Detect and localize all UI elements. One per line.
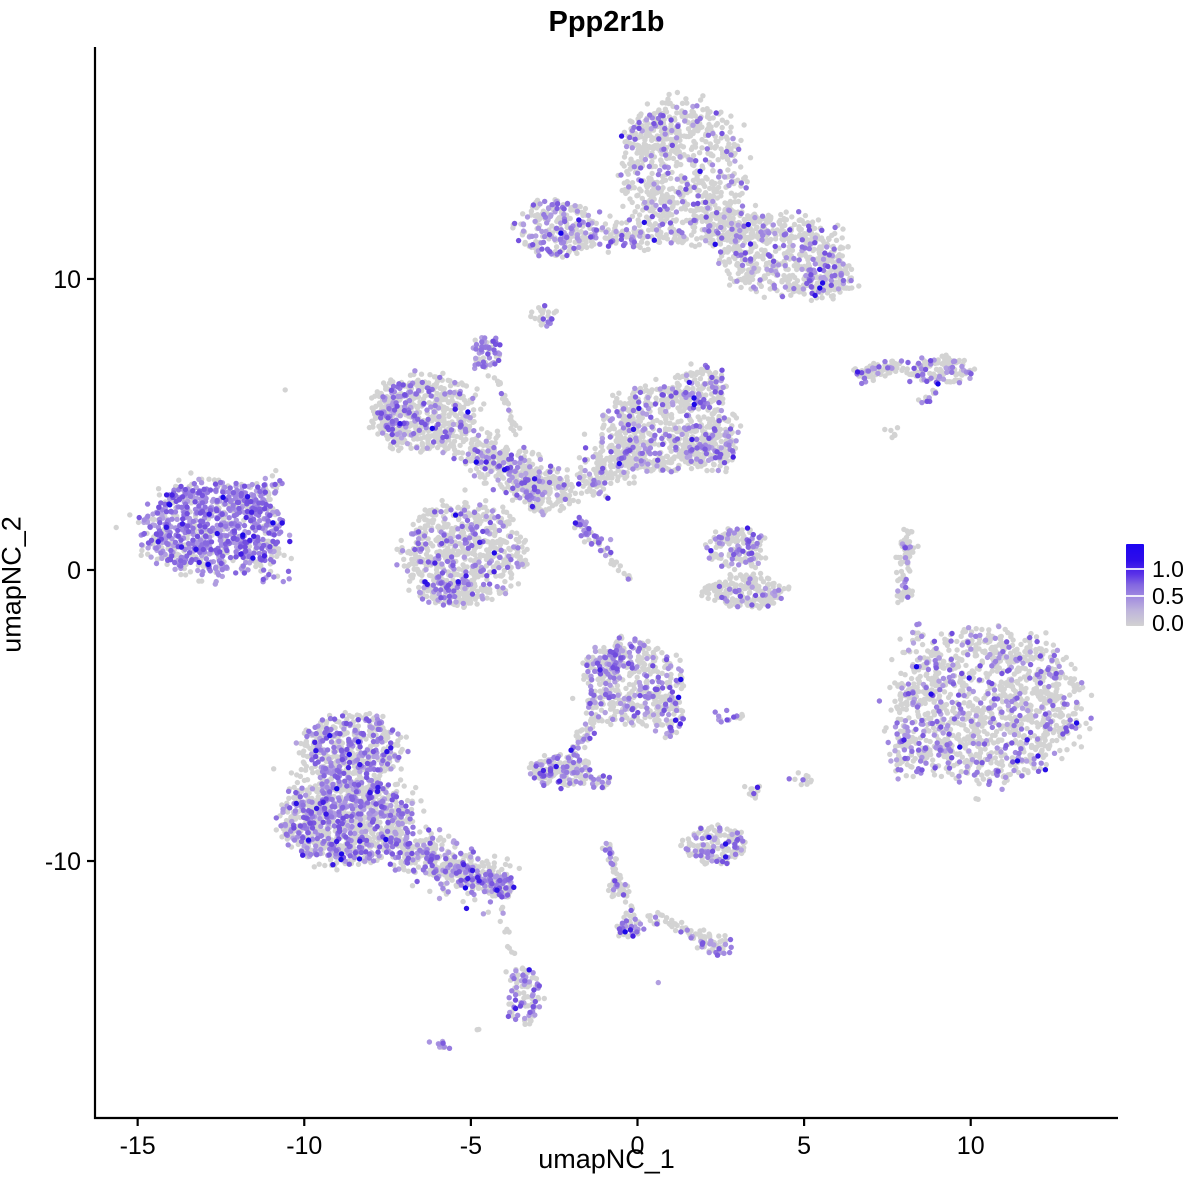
legend-colorbar	[1126, 544, 1144, 626]
y-tick-label: 0	[67, 557, 81, 585]
legend-label-low: 0.0	[1152, 610, 1184, 636]
x-tick-label: 5	[797, 1132, 811, 1160]
x-tick-label: -10	[286, 1132, 322, 1160]
x-tick-label: 0	[631, 1132, 645, 1160]
axes: -15 -10 -5 0 5 10 -10 0 10	[45, 47, 1118, 1160]
y-tick-label: 10	[53, 266, 81, 294]
x-tick-label: -15	[120, 1132, 156, 1160]
y-tick-label: -10	[45, 848, 81, 876]
legend-label-high: 1.0	[1152, 556, 1184, 582]
y-axis-title: umapNC_2	[0, 516, 27, 653]
x-axis-title: umapNC_1	[538, 1144, 675, 1174]
x-tick-label: 10	[957, 1132, 985, 1160]
legend-tick-1.0	[1126, 568, 1144, 570]
legend-tick-0.5	[1126, 595, 1144, 597]
plot-title: Ppp2r1b	[548, 6, 665, 38]
umap-points	[113, 89, 1095, 1052]
legend-label-mid: 0.5	[1152, 583, 1184, 609]
x-tick-label: -5	[460, 1132, 482, 1160]
